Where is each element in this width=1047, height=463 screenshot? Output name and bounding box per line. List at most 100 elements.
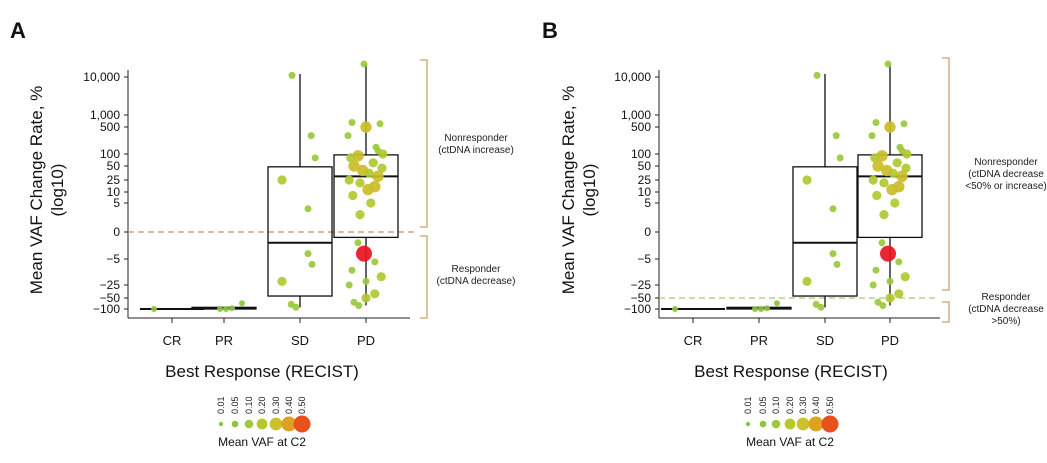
data-point <box>354 239 362 247</box>
y-axis-label-line: Mean VAF Change Rate, % <box>559 86 578 295</box>
legend-size-label: 0.20 <box>257 396 267 414</box>
data-point <box>890 198 900 208</box>
legend-size-marker <box>796 417 810 431</box>
legend-size-marker <box>231 420 239 428</box>
data-point <box>829 205 837 213</box>
x-tick-label: SD <box>291 333 309 348</box>
legend-size-marker <box>821 415 839 433</box>
legend-size-label: 0.50 <box>825 396 835 414</box>
data-point <box>879 302 887 309</box>
data-point <box>888 168 898 178</box>
y-tick-label: −25 <box>631 278 652 292</box>
data-point <box>832 132 840 140</box>
y-tick-label: 50 <box>107 159 121 173</box>
data-point <box>355 178 365 188</box>
data-point <box>879 178 889 188</box>
x-tick-label: PD <box>357 333 375 348</box>
y-tick-label: 25 <box>638 173 652 187</box>
legend-size-marker <box>293 415 311 433</box>
data-point <box>829 250 837 258</box>
data-point <box>774 300 780 307</box>
x-tick-label: PR <box>750 333 768 348</box>
nonresponder-bracket <box>420 59 428 228</box>
data-point <box>366 198 376 208</box>
data-point <box>372 170 384 182</box>
data-point <box>376 272 386 282</box>
data-point <box>836 154 844 162</box>
data-point <box>878 239 886 247</box>
nonresponder-annotation-line: (ctDNA increase) <box>438 145 514 156</box>
data-point <box>239 300 245 307</box>
data-point <box>377 163 387 173</box>
legend-size-label: 0.01 <box>743 396 753 414</box>
y-tick-label: 500 <box>631 120 651 134</box>
y-axis-label: Mean VAF Change Rate, % (log10) <box>27 86 67 295</box>
y-tick-label: 500 <box>100 120 120 134</box>
box-iqr <box>792 166 858 297</box>
legend-size-marker <box>771 419 781 429</box>
y-tick-label: −100 <box>93 302 120 316</box>
legend-size-marker <box>244 419 254 429</box>
data-point <box>758 306 764 312</box>
data-point <box>362 183 374 196</box>
data-point <box>868 175 878 185</box>
data-point <box>869 281 877 289</box>
y-tick-label: 0 <box>644 225 651 239</box>
data-point <box>764 305 770 312</box>
legend-title: Mean VAF at C2 <box>218 435 306 449</box>
data-point <box>288 71 296 79</box>
legend-size-marker <box>281 416 297 432</box>
data-point <box>307 132 315 140</box>
data-point <box>872 160 884 172</box>
data-point <box>304 250 312 258</box>
legend-size-marker <box>759 420 767 428</box>
responder-annotation-line: (ctDNA decrease) <box>437 276 516 287</box>
data-point <box>901 163 911 173</box>
panel-b: B Mean VAF Change Rate, % (log10) 10,000 1,0… <box>542 18 1047 449</box>
legend-size-label: 0.10 <box>244 396 254 414</box>
legend-size-label: 0.05 <box>230 396 240 414</box>
responder-bracket <box>420 235 428 319</box>
data-point <box>364 168 374 178</box>
data-point <box>348 160 360 172</box>
data-point <box>802 175 812 185</box>
y-tick-label: −25 <box>100 278 121 292</box>
responder-annotation-line: (ctDNA decrease <box>968 304 1044 315</box>
data-point <box>885 293 895 303</box>
legend-size-marker <box>808 416 824 432</box>
data-point <box>348 119 356 126</box>
data-point <box>229 305 235 312</box>
y-tick-label: 25 <box>107 173 121 187</box>
y-axis-label-line: (log10) <box>580 164 599 217</box>
data-point <box>344 132 352 140</box>
data-point <box>223 306 229 312</box>
data-point <box>868 132 876 140</box>
legend-size-label: 0.40 <box>811 396 821 414</box>
data-point <box>802 276 812 286</box>
data-point <box>277 175 287 185</box>
x-tick-label: PR <box>215 333 233 348</box>
y-axis-label-line: Mean VAF Change Rate, % <box>27 86 46 295</box>
legend-size-marker <box>784 418 796 430</box>
legend-size-label: 0.40 <box>284 396 294 414</box>
y-tick-label: 100 <box>100 147 120 161</box>
responder-annotation-line: Responder <box>982 292 1032 303</box>
data-point <box>378 149 388 159</box>
x-tick-label: CR <box>163 333 182 348</box>
data-point <box>884 60 892 68</box>
box-iqr <box>333 154 399 239</box>
vaf-size-legend: 0.01 0.05 0.10 0.20 0.30 0.40 0.50 Mean VAF at … <box>216 396 311 449</box>
data-point <box>879 210 889 220</box>
y-tick-label: 0 <box>113 225 120 239</box>
panel-label: A <box>10 18 26 43</box>
y-tick-label: 50 <box>638 159 652 173</box>
data-point <box>370 289 380 299</box>
data-point <box>362 277 370 285</box>
legend-size-marker <box>269 417 283 431</box>
y-tick-label: 5 <box>113 196 120 210</box>
legend-size-label: 0.50 <box>297 396 307 414</box>
data-point <box>900 120 908 128</box>
nonresponder-annotation-line: (ctDNA decrease <box>968 169 1044 180</box>
y-tick-label: 5 <box>644 196 651 210</box>
